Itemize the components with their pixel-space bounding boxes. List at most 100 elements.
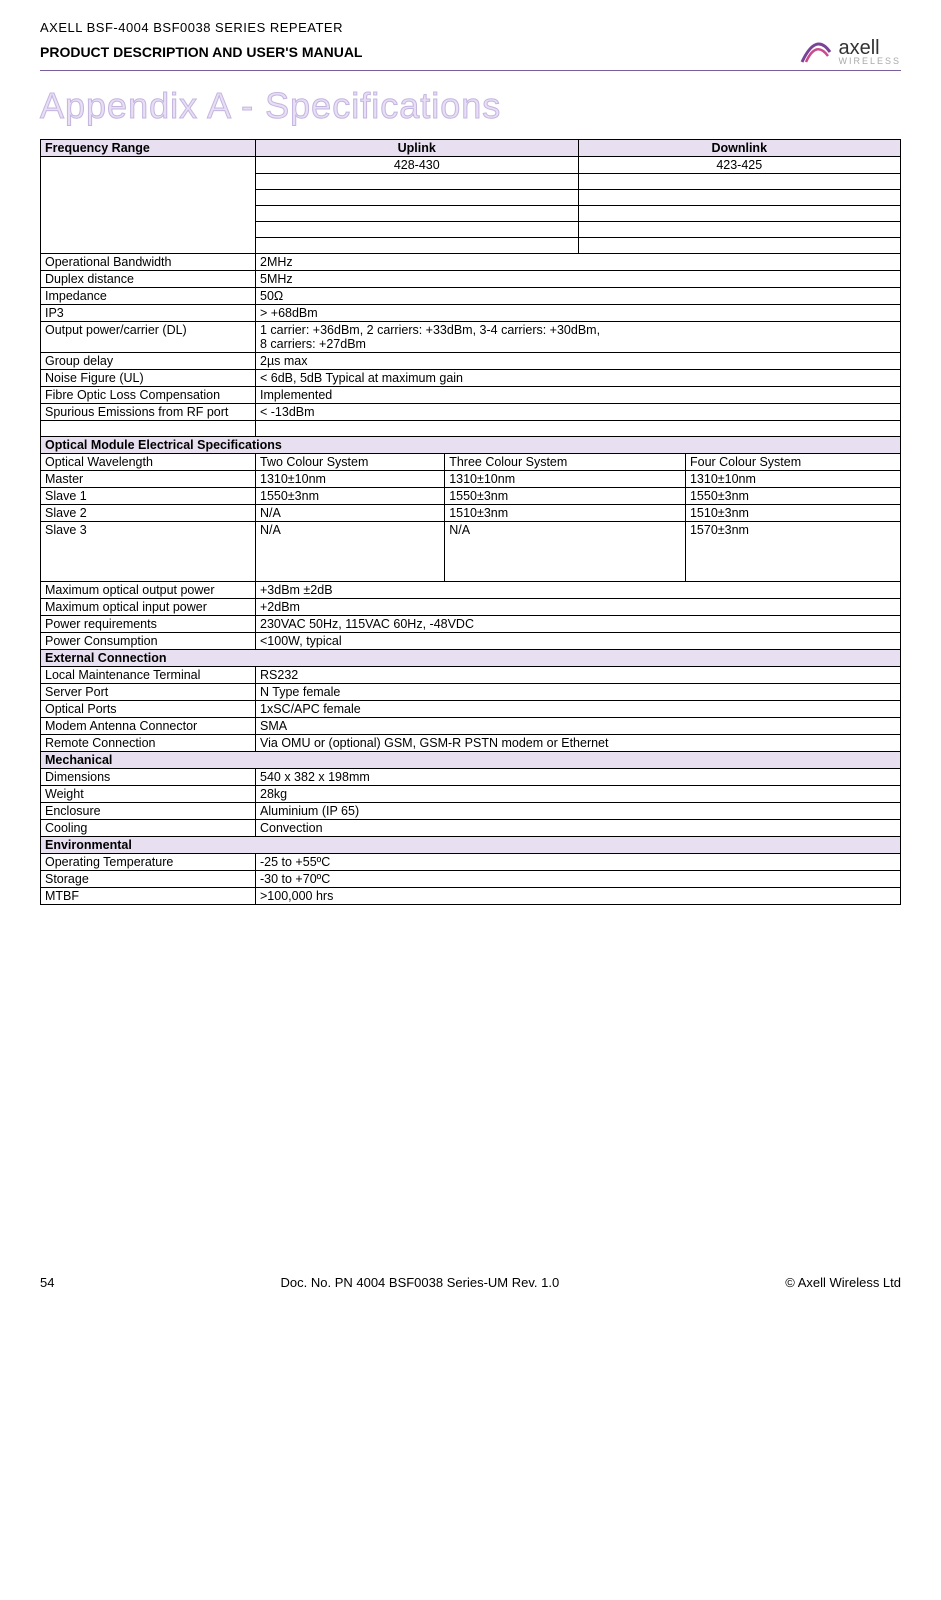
cell-value: N/A xyxy=(256,522,445,582)
cell-label: Storage xyxy=(41,871,256,888)
cell-label: Impedance xyxy=(41,288,256,305)
cell-value: 540 x 382 x 198mm xyxy=(256,769,901,786)
cell-label: Noise Figure (UL) xyxy=(41,370,256,387)
cell-value: 1 carrier: +36dBm, 2 carriers: +33dBm, 3… xyxy=(256,322,901,353)
optemp-row: Operating Temperature-25 to +55ºC xyxy=(41,854,901,871)
doc-number: Doc. No. PN 4004 BSF0038 Series-UM Rev. … xyxy=(281,1275,560,1290)
cell-label: Optical Ports xyxy=(41,701,256,718)
uplink-val: 428-430 xyxy=(256,157,579,174)
cell-label: Operating Temperature xyxy=(41,854,256,871)
duplex-row: Duplex distance5MHz xyxy=(41,271,901,288)
cell-value: > +68dBm xyxy=(256,305,901,322)
op-bw-row: Operational Bandwidth2MHz xyxy=(41,254,901,271)
ip3-row: IP3> +68dBm xyxy=(41,305,901,322)
section-header: Optical Module Electrical Specifications xyxy=(41,437,901,454)
header-subtitle: PRODUCT DESCRIPTION AND USER'S MANUAL xyxy=(40,44,363,60)
cell-value: 1310±10nm xyxy=(685,471,900,488)
cell-value: Via OMU or (optional) GSM, GSM-R PSTN mo… xyxy=(256,735,901,752)
header-freq-range: Frequency Range xyxy=(41,140,256,157)
cell-value: -25 to +55ºC xyxy=(256,854,901,871)
cell-label: Power requirements xyxy=(41,616,256,633)
cell-label: Slave 1 xyxy=(41,488,256,505)
appendix-title: Appendix A - Specifications xyxy=(40,85,901,127)
page-number: 54 xyxy=(40,1275,54,1290)
slave1-row: Slave 11550±3nm1550±3nm1550±3nm xyxy=(41,488,901,505)
remote-row: Remote ConnectionVia OMU or (optional) G… xyxy=(41,735,901,752)
cell-label: Spurious Emissions from RF port xyxy=(41,404,256,421)
cell-value: RS232 xyxy=(256,667,901,684)
optical-header-row: Optical Module Electrical Specifications xyxy=(41,437,901,454)
cell-label: Output power/carrier (DL) xyxy=(41,322,256,353)
cell-label: IP3 xyxy=(41,305,256,322)
header-uplink: Uplink xyxy=(256,140,579,157)
slave3-row: Slave 3N/AN/A1570±3nm xyxy=(41,522,901,582)
cell-value: Two Colour System xyxy=(256,454,445,471)
cell-label: Group delay xyxy=(41,353,256,370)
more-table: Maximum optical output power+3dBm ±2dB M… xyxy=(40,582,901,905)
optports-row: Optical Ports1xSC/APC female xyxy=(41,701,901,718)
cell-value: +3dBm ±2dB xyxy=(256,582,901,599)
env-header-row: Environmental xyxy=(41,837,901,854)
cell-value: < 6dB, 5dB Typical at maximum gain xyxy=(256,370,901,387)
cell-label: Enclosure xyxy=(41,803,256,820)
powcon-row: Power Consumption<100W, typical xyxy=(41,633,901,650)
cell-label: Server Port xyxy=(41,684,256,701)
table-header-row: Frequency Range Uplink Downlink xyxy=(41,140,901,157)
cell-label: Dimensions xyxy=(41,769,256,786)
optical-table: Optical Wavelength Two Colour System Thr… xyxy=(40,454,901,582)
cell-value: Convection xyxy=(256,820,901,837)
cell-label: Optical Wavelength xyxy=(41,454,256,471)
cell-label: Operational Bandwidth xyxy=(41,254,256,271)
cell-label: Local Maintenance Terminal xyxy=(41,667,256,684)
cell-label: Cooling xyxy=(41,820,256,837)
mech-header-row: Mechanical xyxy=(41,752,901,769)
cell-label: Fibre Optic Loss Compensation xyxy=(41,387,256,404)
empty-row xyxy=(41,421,901,437)
cell-label: Remote Connection xyxy=(41,735,256,752)
spec-table: Frequency Range Uplink Downlink 428-430 … xyxy=(40,139,901,454)
cell-value: 1570±3nm xyxy=(685,522,900,582)
dim-row: Dimensions540 x 382 x 198mm xyxy=(41,769,901,786)
cell-value: SMA xyxy=(256,718,901,735)
section-header: Mechanical xyxy=(41,752,901,769)
modem-row: Modem Antenna ConnectorSMA xyxy=(41,718,901,735)
freq-row: 428-430 423-425 xyxy=(41,157,901,174)
cell-label: Slave 3 xyxy=(41,522,256,582)
mtbf-row: MTBF>100,000 hrs xyxy=(41,888,901,905)
maxoptin-row: Maximum optical input power+2dBm xyxy=(41,599,901,616)
cell-value: 50Ω xyxy=(256,288,901,305)
cell-value: 1550±3nm xyxy=(256,488,445,505)
cell-value: 5MHz xyxy=(256,271,901,288)
cell-value: 2MHz xyxy=(256,254,901,271)
cell-value: +2dBm xyxy=(256,599,901,616)
cell-value: >100,000 hrs xyxy=(256,888,901,905)
cell-value: -30 to +70ºC xyxy=(256,871,901,888)
server-row: Server PortN Type female xyxy=(41,684,901,701)
cell-label: Maximum optical output power xyxy=(41,582,256,599)
spur-row: Spurious Emissions from RF port< -13dBm xyxy=(41,404,901,421)
freq-label-cell xyxy=(41,157,256,254)
powreq-row: Power requirements230VAC 50Hz, 115VAC 60… xyxy=(41,616,901,633)
header-line1: AXELL BSF-4004 BSF0038 SERIES REPEATER xyxy=(40,20,901,35)
cell-label: Slave 2 xyxy=(41,505,256,522)
cell-value: 1510±3nm xyxy=(685,505,900,522)
cool-row: CoolingConvection xyxy=(41,820,901,837)
cell-value: 1550±3nm xyxy=(685,488,900,505)
master-row: Master1310±10nm1310±10nm1310±10nm xyxy=(41,471,901,488)
cell-value: Four Colour System xyxy=(685,454,900,471)
cell-label: Weight xyxy=(41,786,256,803)
header-downlink: Downlink xyxy=(578,140,901,157)
cell-value: 2µs max xyxy=(256,353,901,370)
cell-label: Maximum optical input power xyxy=(41,599,256,616)
cell-value: N Type female xyxy=(256,684,901,701)
cell-value: 1310±10nm xyxy=(445,471,686,488)
cell-label: Power Consumption xyxy=(41,633,256,650)
cell-label: Modem Antenna Connector xyxy=(41,718,256,735)
cell-value: Three Colour System xyxy=(445,454,686,471)
fibre-row: Fibre Optic Loss CompensationImplemented xyxy=(41,387,901,404)
enc-row: EnclosureAluminium (IP 65) xyxy=(41,803,901,820)
cell-value: < -13dBm xyxy=(256,404,901,421)
footer: 54 Doc. No. PN 4004 BSF0038 Series-UM Re… xyxy=(40,1275,901,1290)
cell-label: MTBF xyxy=(41,888,256,905)
weight-row: Weight28kg xyxy=(41,786,901,803)
